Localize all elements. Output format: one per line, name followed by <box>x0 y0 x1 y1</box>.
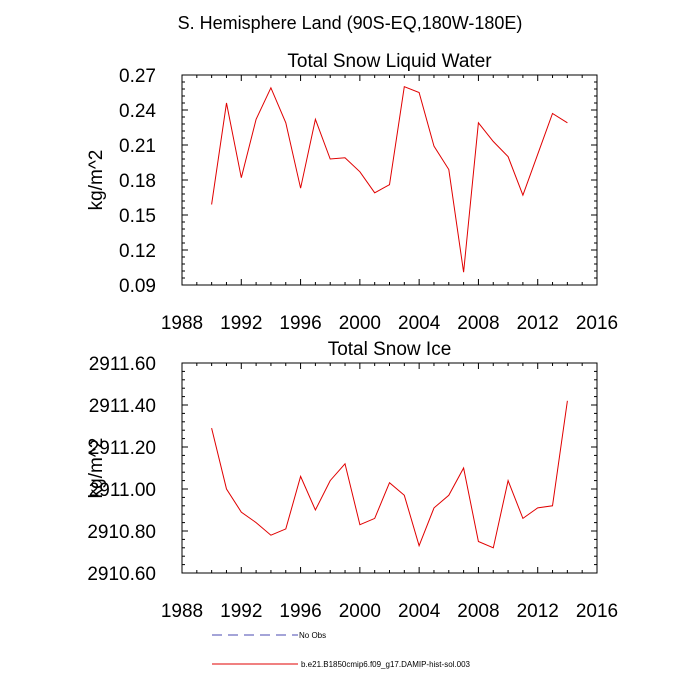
x-tick-label: 2012 <box>517 313 559 334</box>
x-tick-label: 1992 <box>220 601 262 622</box>
plot-frame <box>181 362 598 574</box>
x-tick-label: 1988 <box>161 601 203 622</box>
x-tick-label: 2000 <box>339 601 381 622</box>
y-tick-label: 0.12 <box>119 241 156 262</box>
x-tick-label: 2016 <box>576 601 618 622</box>
x-tick-label: 1996 <box>279 601 321 622</box>
chart-panel-1: Total Snow Liquid Water kg/m^2 1988 1992 199… <box>86 51 618 334</box>
x-tick-label: 2012 <box>517 601 559 622</box>
x-tick-label: 2000 <box>339 313 381 334</box>
x-tick-label: 2008 <box>457 313 499 334</box>
y-tick-label: 0.15 <box>119 206 156 227</box>
panel-title: Total Snow Ice <box>328 339 452 360</box>
legend: No Obs b.e21.B1850cmip6.f09_g17.DAMIP-hi… <box>212 631 471 669</box>
series-line <box>211 400 568 549</box>
series-line <box>211 86 568 273</box>
legend-label-no-obs: No Obs <box>299 631 326 640</box>
y-tick-label: 2911.00 <box>89 480 156 501</box>
legend-label-model: b.e21.B1850cmip6.f09_g17.DAMIP-hist-sol.… <box>301 660 471 669</box>
y-tick-label: 2911.20 <box>89 438 156 459</box>
plot-frame <box>181 74 598 286</box>
y-tick-label: 0.18 <box>119 171 156 192</box>
x-tick-label: 1996 <box>279 313 321 334</box>
y-tick-label: 0.24 <box>119 101 156 122</box>
x-tick-label: 1988 <box>161 313 203 334</box>
x-tick-label: 1992 <box>220 313 262 334</box>
y-axis-label: kg/m^2 <box>86 150 107 211</box>
x-tick-label: 2016 <box>576 313 618 334</box>
panel-title: Total Snow Liquid Water <box>287 51 492 72</box>
x-tick-label: 2004 <box>398 313 441 334</box>
x-tick-label: 2008 <box>457 601 499 622</box>
y-tick-label: 0.27 <box>119 66 156 87</box>
y-axis-label: kg/m^2 <box>86 438 107 499</box>
y-tick-label: 2911.60 <box>89 354 156 375</box>
y-tick-label: 0.09 <box>119 276 156 297</box>
y-tick-label: 0.21 <box>119 136 156 157</box>
y-tick-label: 2910.60 <box>87 564 156 585</box>
y-tick-label: 2911.40 <box>89 396 156 417</box>
figure-title: S. Hemisphere Land (90S-EQ,180W-180E) <box>178 13 523 33</box>
y-tick-label: 2910.80 <box>87 522 156 543</box>
chart-panel-2: Total Snow Ice kg/m^2 1988 1992 1996 2000 2004… <box>86 339 618 622</box>
x-tick-label: 2004 <box>398 601 441 622</box>
